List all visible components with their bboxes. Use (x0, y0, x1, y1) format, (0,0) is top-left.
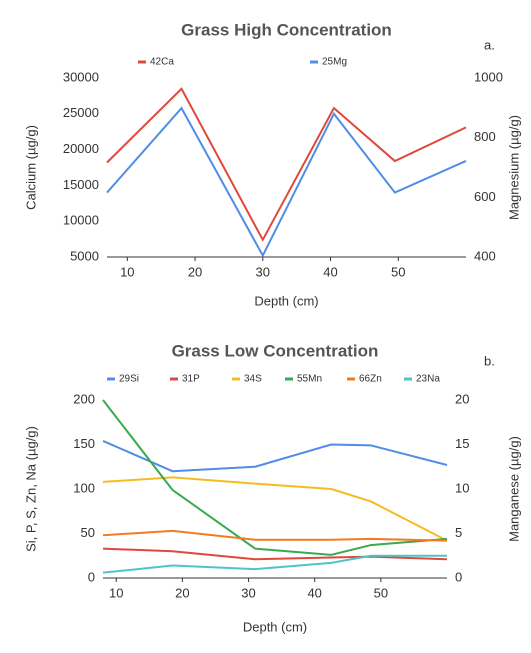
y2-tick-label: 5 (455, 525, 462, 540)
x-axis-label: Depth (cm) (254, 293, 318, 308)
y2-tick-label: 20 (455, 391, 469, 406)
data-line (102, 554, 447, 574)
y-tick-label: 200 (73, 391, 95, 406)
x-tick-label: 30 (241, 585, 255, 600)
x-tick-label: 50 (374, 585, 388, 600)
y2-tick-label: 800 (474, 129, 496, 144)
y-tick-label: 50 (81, 525, 95, 540)
x-tick-label: 40 (323, 264, 337, 279)
legend-label: 31P (182, 374, 200, 385)
x-tick-label: 10 (109, 585, 123, 600)
data-line (102, 399, 448, 556)
chart-title: Grass High Concentration (181, 20, 392, 39)
y-tick-label: 10000 (63, 213, 99, 228)
chart-title: Grass Low Concentration (172, 341, 379, 360)
x-tick-label: 30 (256, 264, 270, 279)
panel-label: b. (484, 353, 495, 368)
legend-label: 42Ca (150, 57, 174, 68)
y2-tick-label: 1000 (474, 69, 503, 84)
y-tick-label: 30000 (63, 69, 99, 84)
y-tick-label: 100 (73, 480, 95, 495)
y2-tick-label: 15 (455, 436, 469, 451)
y2-tick-label: 0 (455, 569, 462, 584)
y2-tick-label: 400 (474, 248, 496, 263)
data-line (102, 547, 448, 561)
y-tick-label: 150 (73, 436, 95, 451)
legend-label: 29Si (119, 374, 139, 385)
y2-tick-label: 600 (474, 189, 496, 204)
x-tick-label: 10 (120, 264, 134, 279)
y-tick-label: 15000 (63, 177, 99, 192)
legend-label: 25Mg (322, 57, 347, 68)
y-axis-label: Si, P, S, Zn, Na (µg/g) (23, 426, 38, 552)
panel-label: a. (484, 37, 495, 52)
y-axis-label: Calcium (µg/g) (23, 125, 38, 210)
x-tick-label: 20 (188, 264, 202, 279)
x-tick-label: 50 (391, 264, 405, 279)
data-line (102, 440, 448, 473)
y-tick-label: 5000 (70, 248, 99, 263)
x-tick-label: 20 (175, 585, 189, 600)
legend-label: 23Na (416, 374, 440, 385)
data-line (106, 87, 467, 242)
data-line (102, 476, 448, 542)
y-tick-label: 0 (88, 569, 95, 584)
y2-axis-label: Magnesium (µg/g) (506, 115, 521, 220)
y-tick-label: 25000 (63, 105, 99, 120)
x-tick-label: 40 (307, 585, 321, 600)
legend-label: 34S (244, 374, 262, 385)
y2-tick-label: 10 (455, 480, 469, 495)
data-line (106, 106, 467, 258)
y-tick-label: 20000 (63, 141, 99, 156)
legend-label: 66Zn (359, 374, 382, 385)
y2-axis-label: Manganese (µg/g) (506, 436, 521, 542)
legend-label: 55Mn (297, 374, 322, 385)
x-axis-label: Depth (cm) (243, 619, 307, 634)
data-line (102, 529, 448, 542)
